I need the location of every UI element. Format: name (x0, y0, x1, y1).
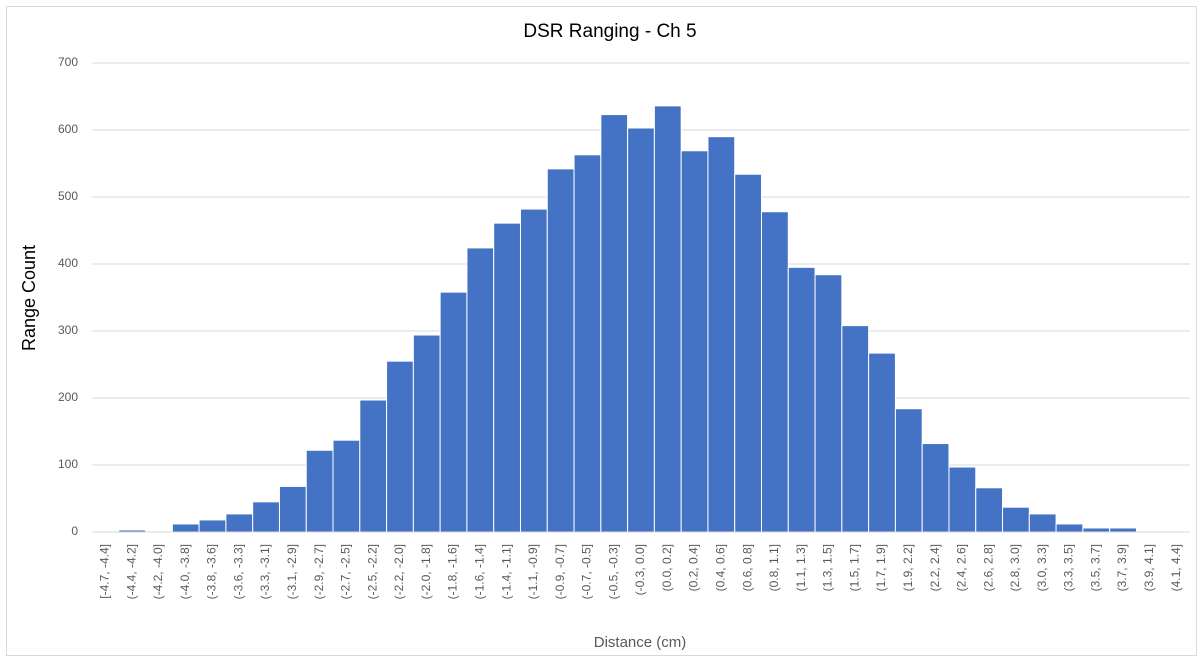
x-tick-label: (2.8, 3.0] (1008, 544, 1022, 591)
bar (1055, 523, 1084, 533)
bar (519, 208, 548, 533)
x-tick-label: (3.9, 4.1] (1142, 544, 1156, 591)
chart-title: DSR Ranging - Ch 5 (523, 21, 696, 42)
bar (761, 211, 789, 533)
x-tick-label: (-2.7, -2.5] (339, 544, 353, 599)
x-axis-title: Distance (cm) (594, 634, 687, 651)
x-tick-label: (0.6, 0.8] (740, 544, 754, 591)
bar (1028, 513, 1057, 533)
x-tick-label: (0.4, 0.6] (714, 544, 728, 591)
bar (1082, 527, 1111, 533)
y-tick-label: 200 (58, 390, 78, 404)
bar (332, 439, 361, 533)
x-tick-label: (-1.6, -1.4] (472, 544, 486, 599)
bar (305, 449, 334, 533)
x-tick-label: (1.3, 1.5] (821, 544, 835, 591)
bar (252, 501, 280, 533)
bar (975, 487, 1004, 533)
x-tick-label: (-3.1, -2.9] (285, 544, 299, 599)
x-tick-label: (2.6, 2.8] (981, 544, 995, 591)
x-tick-label: (-4.2, -4.0] (151, 544, 165, 599)
bar (225, 513, 254, 533)
bar (734, 173, 763, 533)
bar (600, 114, 629, 533)
x-tick-label: (-4.4, -4.2] (124, 544, 138, 599)
y-tick-label: 700 (58, 55, 78, 69)
x-tick-label: (-2.9, -2.7] (312, 544, 326, 599)
y-tick-label: 300 (58, 323, 78, 337)
bar (359, 399, 388, 533)
x-tick-label: (-1.8, -1.6] (446, 544, 460, 599)
bar (386, 360, 414, 533)
bar (412, 334, 441, 533)
bar (653, 105, 682, 533)
y-tick-label: 600 (58, 122, 78, 136)
bar (1109, 527, 1137, 533)
x-tick-label: (-0.9, -0.7] (553, 544, 567, 599)
bar (814, 274, 843, 533)
bar (171, 523, 200, 533)
x-tick-label: (1.1, 1.3] (794, 544, 808, 591)
y-tick-label: 500 (58, 189, 78, 203)
x-tick-label: [-4.7, -4.4] (98, 544, 112, 599)
y-tick-label: 0 (71, 524, 78, 538)
bar (787, 266, 816, 533)
x-tick-label: (1.7, 1.9] (874, 544, 888, 591)
y-tick-label: 400 (58, 256, 78, 270)
x-tick-label: (-0.3, 0.0] (633, 544, 647, 595)
y-axis-title: Range Count (19, 245, 39, 351)
x-tick-label: (-3.8, -3.6] (205, 544, 219, 599)
x-tick-label: (2.2, 2.4] (928, 544, 942, 591)
bar (921, 443, 950, 533)
bar (573, 154, 602, 533)
x-tick-label: (-0.7, -0.5] (580, 544, 594, 599)
x-tick-label: (-2.0, -1.8] (419, 544, 433, 599)
bar (627, 127, 655, 533)
y-tick-label: 100 (58, 457, 78, 471)
bar (493, 222, 521, 533)
x-tick-label: (2.4, 2.6] (955, 544, 969, 591)
x-tick-label: (-0.5, -0.3] (606, 544, 620, 599)
bar (466, 247, 495, 533)
bar (707, 136, 736, 533)
bar (841, 325, 870, 533)
bar (894, 408, 923, 533)
x-tick-label: (1.5, 1.7] (847, 544, 861, 591)
x-tick-label: (3.3, 3.5] (1062, 544, 1076, 591)
x-tick-label: (-3.6, -3.3] (231, 544, 245, 599)
x-tick-label: (0.8, 1.1] (767, 544, 781, 591)
x-tick-label: (-2.5, -2.2] (365, 544, 379, 599)
x-tick-label: (4.1, 4.4] (1169, 544, 1183, 591)
x-tick-label: (3.7, 3.9] (1115, 544, 1129, 591)
x-tick-label: (1.9, 2.2] (901, 544, 915, 591)
x-tick-label: (-3.3, -3.1] (258, 544, 272, 599)
bar (680, 150, 709, 533)
bar (546, 168, 575, 533)
x-tick-label: (0.2, 0.4] (687, 544, 701, 591)
bar (948, 466, 977, 533)
bar (868, 352, 896, 533)
bar (1002, 506, 1030, 533)
x-tick-label: (3.5, 3.7] (1088, 544, 1102, 591)
x-tick-label: (-4.0, -3.8] (178, 544, 192, 599)
x-tick-label: (-2.2, -2.0] (392, 544, 406, 599)
x-tick-label: (-1.4, -1.1] (499, 544, 513, 599)
bar (278, 485, 307, 533)
x-tick-label: (3.0, 3.3] (1035, 544, 1049, 591)
x-tick-label: (0.0, 0.2] (660, 544, 674, 591)
bar (439, 291, 468, 533)
x-tick-label: (-1.1, -0.9] (526, 544, 540, 599)
bar (198, 519, 227, 533)
